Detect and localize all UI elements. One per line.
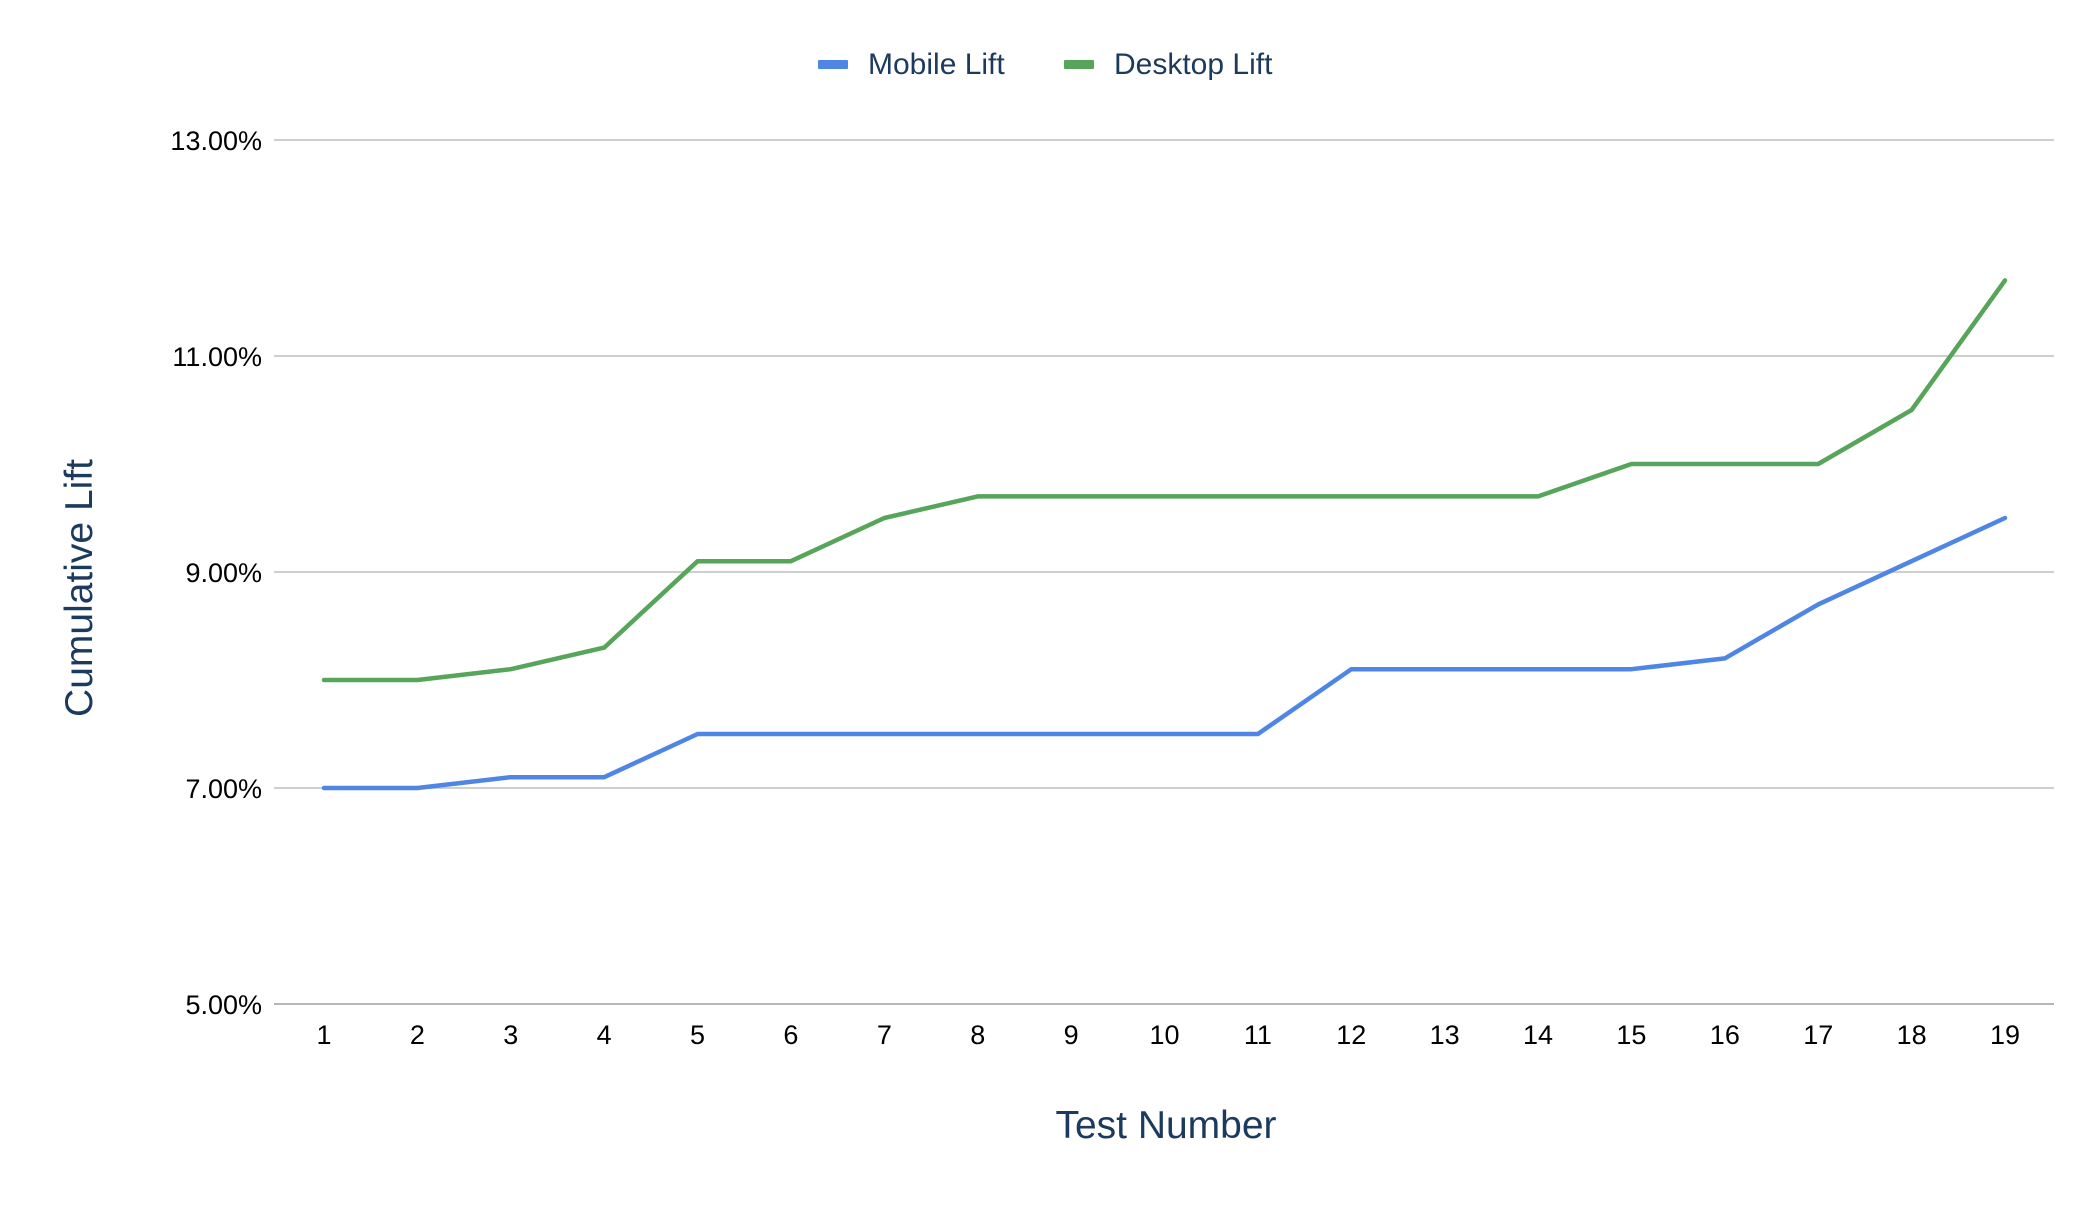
legend-label-mobile-lift: Mobile Lift <box>868 48 1005 81</box>
x-tick-label: 5 <box>690 1020 705 1050</box>
y-axis-ticks: 5.00% 7.00% 9.00% 11.00% 13.00% <box>170 126 262 1020</box>
x-axis-ticks: 1 2 3 4 5 6 7 8 9 10 11 12 13 14 15 16 17 18 19 <box>316 1020 2020 1050</box>
x-tick-label: 16 <box>1710 1020 1740 1050</box>
x-tick-label: 12 <box>1336 1020 1366 1050</box>
x-axis-title: Test Number <box>1055 1104 1276 1147</box>
series-line-mobile-lift <box>321 515 2008 791</box>
x-tick-label: 6 <box>783 1020 798 1050</box>
y-axis-title: Cumulative Lift <box>58 459 101 717</box>
gridlines <box>274 139 2054 1005</box>
x-tick-label: 8 <box>970 1020 985 1050</box>
y-tick-label: 5.00% <box>185 990 262 1020</box>
x-tick-label: 15 <box>1616 1020 1646 1050</box>
legend-swatch-desktop-lift <box>1064 60 1094 69</box>
series-lines <box>321 278 2008 791</box>
x-tick-label: 2 <box>410 1020 425 1050</box>
legend-swatch-mobile-lift <box>818 60 848 69</box>
x-tick-label: 10 <box>1149 1020 1179 1050</box>
x-tick-label: 9 <box>1064 1020 1079 1050</box>
x-tick-label: 1 <box>316 1020 331 1050</box>
legend-label-desktop-lift: Desktop Lift <box>1114 48 1273 81</box>
legend: Mobile Lift Desktop Lift <box>818 48 1273 81</box>
x-tick-label: 14 <box>1523 1020 1553 1050</box>
y-tick-label: 11.00% <box>172 342 262 372</box>
x-tick-label: 7 <box>877 1020 892 1050</box>
y-tick-label: 7.00% <box>185 774 262 804</box>
x-tick-label: 4 <box>597 1020 612 1050</box>
x-tick-label: 18 <box>1897 1020 1927 1050</box>
x-tick-label: 11 <box>1244 1020 1272 1050</box>
x-tick-label: 17 <box>1803 1020 1833 1050</box>
x-tick-label: 19 <box>1990 1020 2020 1050</box>
y-tick-label: 9.00% <box>185 558 262 588</box>
series-line-desktop-lift <box>321 278 2008 683</box>
y-tick-label: 13.00% <box>170 126 262 156</box>
x-tick-label: 3 <box>503 1020 518 1050</box>
x-tick-label: 13 <box>1430 1020 1460 1050</box>
